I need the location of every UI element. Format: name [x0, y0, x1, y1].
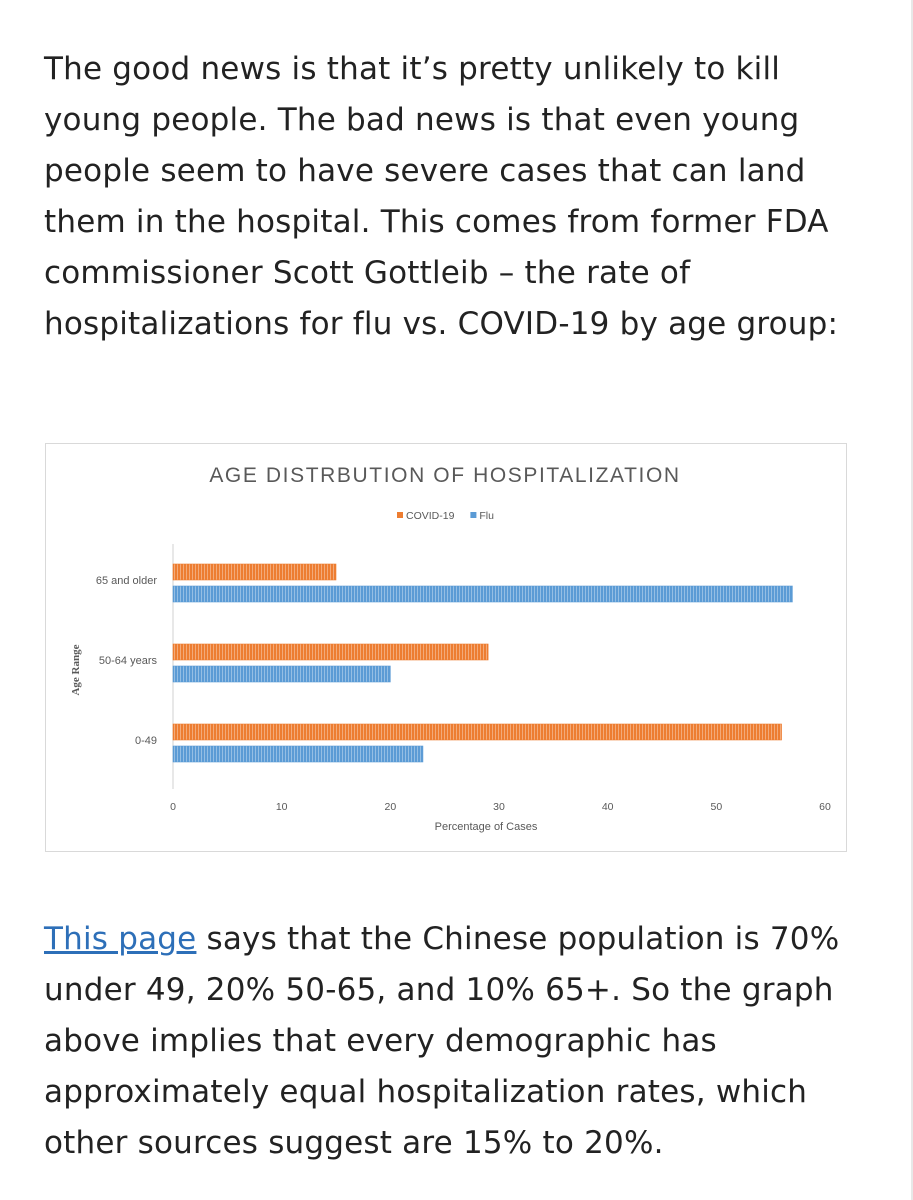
bar-flu-0-49	[172, 745, 424, 763]
x-tick-60: 60	[819, 801, 831, 813]
legend-swatch-flu	[470, 512, 477, 518]
x-tick-40: 40	[602, 801, 614, 813]
bar-covid-19-0-49	[172, 723, 782, 741]
bar-covid-19-50-64-years	[172, 643, 489, 661]
x-tick-30: 30	[493, 801, 505, 813]
category-label-50-64-years: 50-64 years	[99, 655, 158, 667]
x-tick-0: 0	[170, 801, 176, 813]
x-axis-label: Percentage of Cases	[435, 821, 538, 833]
bar-flu-50-64-years	[172, 665, 391, 683]
legend-swatch-covid-19	[397, 512, 403, 518]
x-tick-20: 20	[384, 801, 396, 813]
intro-paragraph: The good news is that it’s pretty unlike…	[44, 51, 839, 342]
analysis-text: says that the Chinese population is 70% …	[44, 921, 840, 1161]
bar-flu-65-and-older	[172, 585, 793, 603]
category-label-0-49: 0-49	[135, 735, 157, 747]
hospitalization-chart: AGE DISTRBUTION OF HOSPITALIZATION COVID-…	[45, 443, 847, 852]
analysis-paragraph: This page says that the Chinese populati…	[44, 914, 874, 1169]
x-tick-10: 10	[276, 801, 288, 813]
bar-covid-19-65-and-older	[172, 563, 337, 581]
chart-canvas: AGE DISTRBUTION OF HOSPITALIZATION COVID-…	[70, 464, 831, 833]
category-label-65-and-older: 65 and older	[96, 575, 157, 587]
x-tick-50: 50	[710, 801, 722, 813]
this-page-link[interactable]: This page	[44, 921, 197, 957]
legend-label-covid-19: COVID-19	[406, 510, 455, 522]
chart-title: AGE DISTRBUTION OF HOSPITALIZATION	[209, 464, 680, 487]
legend-label-flu: Flu	[479, 510, 494, 522]
page-edge-divider	[911, 0, 913, 1200]
y-axis-label: Age Range	[70, 644, 82, 695]
